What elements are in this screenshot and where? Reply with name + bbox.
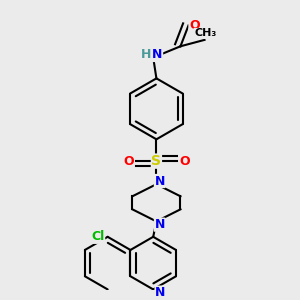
Text: N: N bbox=[154, 175, 165, 188]
Text: S: S bbox=[152, 154, 161, 168]
Text: H: H bbox=[141, 49, 151, 62]
Text: O: O bbox=[123, 154, 134, 168]
Text: N: N bbox=[152, 49, 163, 62]
Text: CH₃: CH₃ bbox=[194, 28, 216, 38]
Text: N: N bbox=[155, 286, 166, 299]
Text: Cl: Cl bbox=[92, 230, 105, 243]
Text: O: O bbox=[179, 154, 190, 168]
Text: N: N bbox=[154, 218, 165, 231]
Text: O: O bbox=[189, 19, 200, 32]
